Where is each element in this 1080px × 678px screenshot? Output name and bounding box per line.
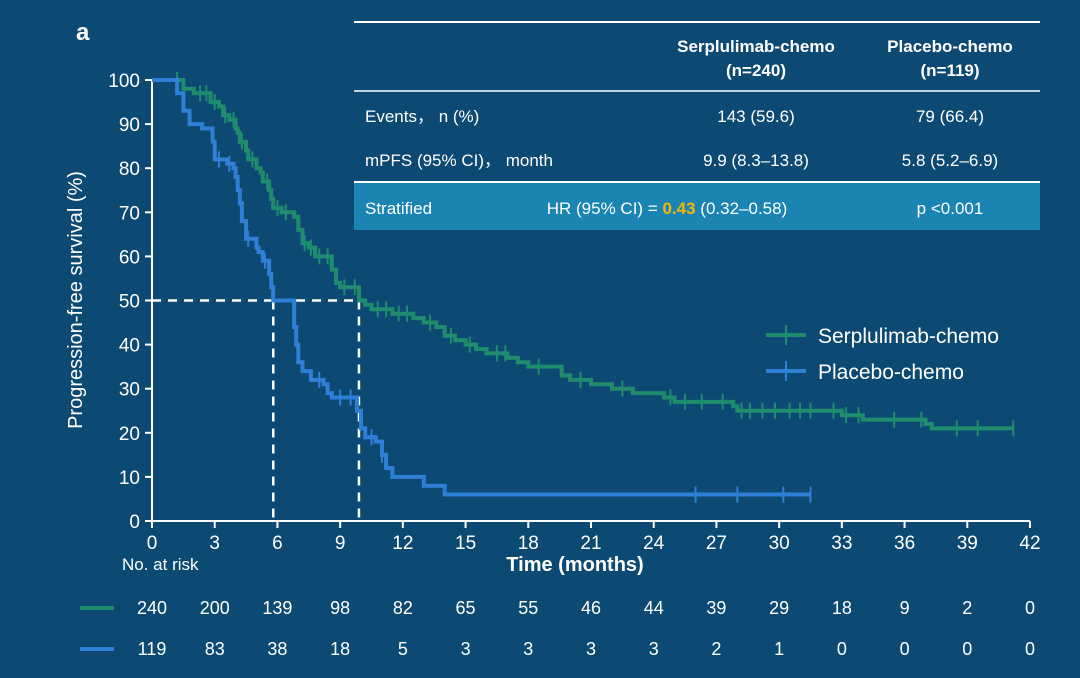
- x-tick-label: 39: [957, 533, 978, 554]
- summary-table: Serplulimab-chemo (n=240) Placebo-chemo …: [354, 21, 1040, 230]
- y-tick-label: 0: [129, 512, 140, 533]
- y-tick-label: 40: [119, 336, 140, 357]
- row-mpfs-serplulimab: 9.9 (8.3–13.8): [703, 151, 809, 170]
- risk-count-serplulimab: 9: [900, 598, 910, 618]
- y-tick-label: 70: [119, 203, 140, 224]
- risk-count-placebo: 119: [138, 639, 167, 659]
- risk-count-placebo: 0: [962, 639, 972, 659]
- x-tick-label: 12: [392, 533, 413, 554]
- y-tick-label: 100: [108, 71, 140, 92]
- risk-count-serplulimab: 46: [581, 598, 601, 618]
- risk-count-serplulimab: 98: [330, 598, 350, 618]
- row-events-serplulimab: 143 (59.6): [717, 107, 795, 126]
- risk-count-placebo: 3: [649, 639, 659, 659]
- x-tick-label: 0: [147, 533, 158, 554]
- risk-count-placebo: 0: [900, 639, 910, 659]
- y-axis-label: Progression-free survival (%): [65, 171, 87, 429]
- y-tick-label: 90: [119, 115, 140, 136]
- row-mpfs-label: mPFS (95% CI)， month: [365, 151, 553, 170]
- x-tick-label: 21: [580, 533, 601, 554]
- hr-prefix: HR (95% CI) =: [547, 199, 663, 218]
- col-header-placebo-line1: Placebo-chemo: [887, 37, 1013, 56]
- risk-count-placebo: 0: [1025, 639, 1035, 659]
- y-tick-label: 30: [119, 380, 140, 401]
- hr-ci: (0.32–0.58): [696, 199, 788, 218]
- row-events-label: Events， n (%): [365, 107, 479, 126]
- risk-count-placebo: 38: [267, 639, 287, 659]
- risk-count-placebo: 2: [711, 639, 721, 659]
- x-tick-label: 18: [518, 533, 539, 554]
- risk-count-serplulimab: 82: [393, 598, 413, 618]
- risk-count-serplulimab: 139: [262, 598, 292, 618]
- x-ticks: 0 3 6 9 12 15 18 21 24 27 30 33 36 39 42: [147, 521, 1041, 554]
- y-tick-label: 20: [119, 424, 140, 445]
- x-tick-label: 36: [894, 533, 915, 554]
- risk-count-serplulimab: 0: [1025, 598, 1035, 618]
- risk-count-serplulimab: 39: [706, 598, 726, 618]
- risk-count-serplulimab: 240: [137, 598, 167, 618]
- col-header-placebo-line2: (n=119): [920, 61, 979, 80]
- risk-count-placebo: 3: [461, 639, 471, 659]
- risk-count-placebo: 18: [330, 639, 350, 659]
- risk-count-placebo: 3: [523, 639, 533, 659]
- legend-item-placebo: Placebo-chemo: [766, 361, 964, 384]
- panel-label: a: [76, 19, 90, 46]
- risk-count-serplulimab: 44: [644, 598, 664, 618]
- x-tick-label: 33: [831, 533, 852, 554]
- y-ticks: 0 10 20 30 40 50 60 70 80 90 100: [108, 71, 152, 533]
- risk-count-serplulimab: 65: [456, 598, 476, 618]
- row-events-placebo: 79 (66.4): [916, 107, 984, 126]
- y-tick-label: 80: [119, 159, 140, 180]
- hr-value: 0.43: [662, 199, 695, 218]
- legend-label-placebo: Placebo-chemo: [818, 361, 964, 384]
- x-tick-label: 9: [335, 533, 346, 554]
- risk-count-serplulimab: 55: [518, 598, 538, 618]
- y-tick-label: 50: [119, 292, 140, 313]
- x-tick-label: 42: [1019, 533, 1040, 554]
- hazard-ratio: HR (95% CI) = 0.43 (0.32–0.58): [547, 199, 788, 218]
- x-tick-label: 27: [706, 533, 727, 554]
- y-tick-label: 60: [119, 247, 140, 268]
- col-header-serplulimab-line1: Serplulimab-chemo: [677, 37, 835, 56]
- legend-label-serplulimab: Serplulimab-chemo: [818, 325, 999, 348]
- risk-count-placebo: 5: [398, 639, 408, 659]
- legend: Serplulimab-chemo Placebo-chemo: [766, 325, 999, 384]
- risk-count-serplulimab: 200: [200, 598, 230, 618]
- x-tick-label: 30: [769, 533, 790, 554]
- risk-count-serplulimab: 29: [769, 598, 789, 618]
- risk-count-placebo: 0: [837, 639, 847, 659]
- col-header-serplulimab-line2: (n=240): [726, 61, 786, 80]
- stratified-label: Stratified: [365, 199, 432, 218]
- x-tick-label: 3: [209, 533, 220, 554]
- x-tick-label: 15: [455, 533, 476, 554]
- y-tick-label: 10: [119, 468, 140, 489]
- legend-item-serplulimab: Serplulimab-chemo: [766, 325, 999, 348]
- risk-count-serplulimab: 2: [962, 598, 972, 618]
- x-tick-label: 6: [272, 533, 283, 554]
- risk-count-placebo: 83: [205, 639, 225, 659]
- x-tick-label: 24: [643, 533, 665, 554]
- median-reference-lines: [152, 299, 361, 521]
- risk-count-placebo: 3: [586, 639, 596, 659]
- stratified-row-band: [354, 183, 1040, 230]
- risk-table-label: No. at risk: [122, 555, 199, 574]
- km-curve-serplulimab: [152, 78, 1014, 431]
- risk-count-serplulimab: 18: [832, 598, 852, 618]
- x-axis-label: Time (months): [506, 554, 643, 576]
- km-curves: [152, 72, 1015, 503]
- row-mpfs-placebo: 5.8 (5.2–6.9): [902, 151, 998, 170]
- km-curve-placebo: [152, 78, 811, 497]
- p-value: p <0.001: [917, 199, 984, 218]
- risk-count-placebo: 1: [774, 639, 784, 659]
